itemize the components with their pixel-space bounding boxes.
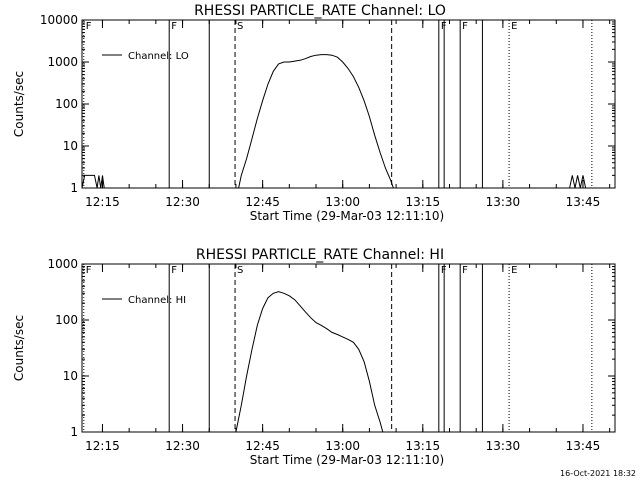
- y-tick-label: 10: [63, 369, 78, 383]
- legend-label: Channel: LO: [128, 51, 189, 62]
- y-axis-label: Counts/sec: [12, 315, 26, 381]
- y-tick-label: 100: [55, 97, 78, 111]
- x-tick-label: 13:00: [325, 439, 360, 453]
- annotation-marker: F: [86, 21, 92, 32]
- y-tick-label: 1: [70, 425, 78, 439]
- x-tick-label: 13:45: [566, 439, 601, 453]
- x-axis-label: Start Time (29-Mar-03 12:11:10): [250, 453, 444, 467]
- legend-label: Channel: HI: [128, 295, 186, 306]
- chart-title: RHESSI PARTICLE_RATE Channel: HI: [196, 247, 444, 263]
- y-tick-label: 100: [55, 313, 78, 327]
- annotation-marker: F: [86, 265, 92, 276]
- x-tick-label: 13:00: [325, 195, 360, 209]
- annotation-marker: S: [237, 21, 243, 32]
- annotation-marker: F: [171, 21, 177, 32]
- annotation-marker: E: [511, 265, 517, 276]
- timestamp-label: 16-Oct-2021 18:32: [560, 469, 636, 478]
- series-line: [238, 54, 397, 189]
- annotation-marker: F: [462, 265, 468, 276]
- annotation-marker: E: [511, 21, 517, 32]
- x-tick-label: 13:30: [486, 439, 521, 453]
- y-tick-label: 1: [70, 181, 78, 195]
- series-line: [235, 291, 384, 433]
- annotation-marker: F: [462, 21, 468, 32]
- x-axis-label: Start Time (29-Mar-03 12:11:10): [250, 209, 444, 223]
- y-tick-label: 1000: [47, 55, 78, 69]
- y-axis-label: Counts/sec: [12, 71, 26, 137]
- x-tick-label: 12:45: [245, 439, 280, 453]
- chart-panel-hi: RHESSI PARTICLE_RATE Channel: HI 1 10 100 10…: [12, 247, 616, 467]
- series-line: [566, 175, 589, 189]
- annotation-marker: S: [237, 265, 243, 276]
- series-line: [81, 174, 108, 189]
- x-tick-label: 12:15: [85, 439, 120, 453]
- chart-panel-lo: RHESSI PARTICLE_RATE Channel: LO 1 10 100 10…: [12, 3, 616, 223]
- y-tick-label: 10: [63, 139, 78, 153]
- annotation-marker: F: [171, 265, 177, 276]
- plot-frame: [81, 19, 616, 189]
- x-tick-label: 13:15: [406, 195, 441, 209]
- x-tick-label: 12:30: [165, 195, 200, 209]
- y-tick-label: 10000: [40, 13, 78, 27]
- chart-title: RHESSI PARTICLE_RATE Channel: LO: [194, 3, 446, 19]
- plot-frame: [81, 263, 616, 433]
- y-tick-label: 1000: [47, 257, 78, 271]
- x-tick-label: 13:30: [486, 195, 521, 209]
- x-tick-label: 12:30: [165, 439, 200, 453]
- x-tick-label: 12:15: [85, 195, 120, 209]
- x-tick-label: 13:45: [566, 195, 601, 209]
- x-tick-label: 12:45: [245, 195, 280, 209]
- x-tick-label: 13:15: [406, 439, 441, 453]
